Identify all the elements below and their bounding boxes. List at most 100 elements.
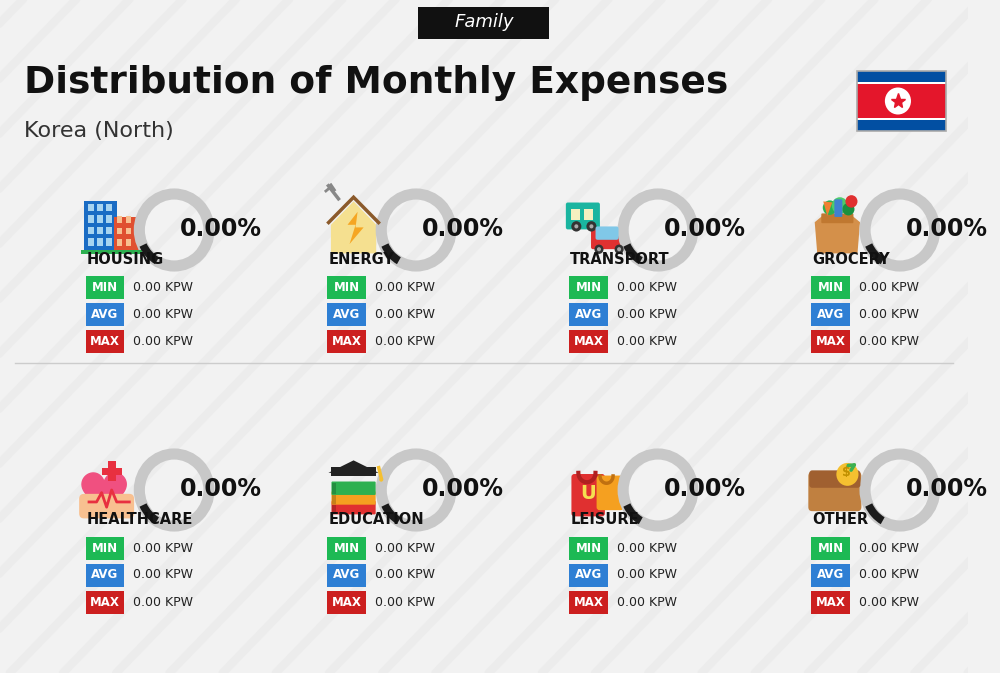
Text: AVG: AVG xyxy=(575,569,602,581)
Text: 0.00 KPW: 0.00 KPW xyxy=(859,336,919,349)
Text: MIN: MIN xyxy=(818,281,844,295)
FancyBboxPatch shape xyxy=(569,590,608,614)
FancyBboxPatch shape xyxy=(418,7,549,39)
Text: 0.00%: 0.00% xyxy=(422,477,504,501)
Text: AVG: AVG xyxy=(817,569,844,581)
Text: AVG: AVG xyxy=(91,308,119,322)
Circle shape xyxy=(597,247,601,251)
FancyBboxPatch shape xyxy=(591,229,626,249)
Bar xyxy=(97,238,103,246)
Bar xyxy=(97,227,103,234)
Text: 0.00 KPW: 0.00 KPW xyxy=(133,336,193,349)
Text: 0.00 KPW: 0.00 KPW xyxy=(859,308,919,322)
FancyBboxPatch shape xyxy=(331,466,376,476)
FancyBboxPatch shape xyxy=(569,563,608,586)
Text: MAX: MAX xyxy=(816,596,846,608)
Wedge shape xyxy=(381,244,401,264)
Polygon shape xyxy=(815,216,860,254)
Text: MIN: MIN xyxy=(92,542,118,555)
Circle shape xyxy=(615,244,624,254)
Bar xyxy=(88,215,94,223)
Text: 0.00 KPW: 0.00 KPW xyxy=(133,596,193,608)
Bar xyxy=(97,204,103,211)
Text: MAX: MAX xyxy=(816,336,846,349)
Wedge shape xyxy=(623,503,643,524)
Text: 0.00%: 0.00% xyxy=(664,217,746,241)
FancyBboxPatch shape xyxy=(811,277,850,299)
FancyBboxPatch shape xyxy=(327,277,366,299)
FancyBboxPatch shape xyxy=(327,563,366,586)
FancyBboxPatch shape xyxy=(811,536,850,559)
FancyBboxPatch shape xyxy=(571,474,605,516)
Text: 0.00 KPW: 0.00 KPW xyxy=(375,542,435,555)
Bar xyxy=(857,118,946,120)
Text: 0.00 KPW: 0.00 KPW xyxy=(375,596,435,608)
Circle shape xyxy=(594,244,604,254)
Text: MAX: MAX xyxy=(574,596,604,608)
Text: $: $ xyxy=(842,466,851,479)
Text: OTHER: OTHER xyxy=(812,513,868,528)
Bar xyxy=(81,250,142,254)
Bar xyxy=(126,217,131,223)
Text: 0.00 KPW: 0.00 KPW xyxy=(375,336,435,349)
Text: Family: Family xyxy=(454,13,514,31)
Circle shape xyxy=(845,195,857,208)
Text: 0.00 KPW: 0.00 KPW xyxy=(133,281,193,295)
Bar xyxy=(857,82,946,84)
Bar xyxy=(88,238,94,246)
Text: MIN: MIN xyxy=(334,542,360,555)
FancyBboxPatch shape xyxy=(569,536,608,559)
Circle shape xyxy=(589,224,593,228)
Polygon shape xyxy=(328,460,379,473)
Circle shape xyxy=(379,478,383,482)
Wedge shape xyxy=(140,244,159,264)
Circle shape xyxy=(836,463,858,486)
Wedge shape xyxy=(381,503,401,524)
Bar xyxy=(106,238,112,246)
Text: MAX: MAX xyxy=(332,596,362,608)
FancyBboxPatch shape xyxy=(566,203,600,229)
Text: 0.00 KPW: 0.00 KPW xyxy=(133,569,193,581)
FancyBboxPatch shape xyxy=(327,536,366,559)
Text: AVG: AVG xyxy=(575,308,602,322)
Text: 0.00 KPW: 0.00 KPW xyxy=(133,542,193,555)
FancyBboxPatch shape xyxy=(811,304,850,326)
Circle shape xyxy=(586,221,596,232)
Bar xyxy=(106,204,112,211)
Wedge shape xyxy=(865,244,885,264)
Text: MIN: MIN xyxy=(576,281,602,295)
Bar xyxy=(88,204,94,211)
Polygon shape xyxy=(82,473,126,514)
Text: 0.00 KPW: 0.00 KPW xyxy=(617,281,677,295)
Text: 0.00%: 0.00% xyxy=(906,477,988,501)
Bar xyxy=(857,120,946,131)
Text: U: U xyxy=(580,484,596,503)
FancyBboxPatch shape xyxy=(597,476,624,510)
Text: 0.00 KPW: 0.00 KPW xyxy=(375,569,435,581)
Text: 0.00%: 0.00% xyxy=(180,477,262,501)
Wedge shape xyxy=(140,503,159,524)
Bar xyxy=(117,217,122,223)
FancyBboxPatch shape xyxy=(821,213,853,223)
Bar xyxy=(857,84,946,118)
Bar xyxy=(571,209,580,219)
Bar xyxy=(106,215,112,223)
FancyBboxPatch shape xyxy=(569,304,608,326)
Bar xyxy=(108,462,116,481)
Text: MAX: MAX xyxy=(332,336,362,349)
FancyBboxPatch shape xyxy=(86,590,124,614)
Polygon shape xyxy=(823,201,832,216)
FancyBboxPatch shape xyxy=(86,536,124,559)
FancyBboxPatch shape xyxy=(834,199,842,217)
FancyBboxPatch shape xyxy=(86,563,124,586)
Bar xyxy=(332,492,336,503)
Text: AVG: AVG xyxy=(817,308,844,322)
Bar xyxy=(117,228,122,234)
FancyBboxPatch shape xyxy=(331,481,376,495)
FancyBboxPatch shape xyxy=(811,330,850,353)
Text: MIN: MIN xyxy=(92,281,118,295)
Text: 0.00%: 0.00% xyxy=(906,217,988,241)
FancyBboxPatch shape xyxy=(327,330,366,353)
Text: EDUCATION: EDUCATION xyxy=(328,513,424,528)
FancyBboxPatch shape xyxy=(331,491,376,505)
